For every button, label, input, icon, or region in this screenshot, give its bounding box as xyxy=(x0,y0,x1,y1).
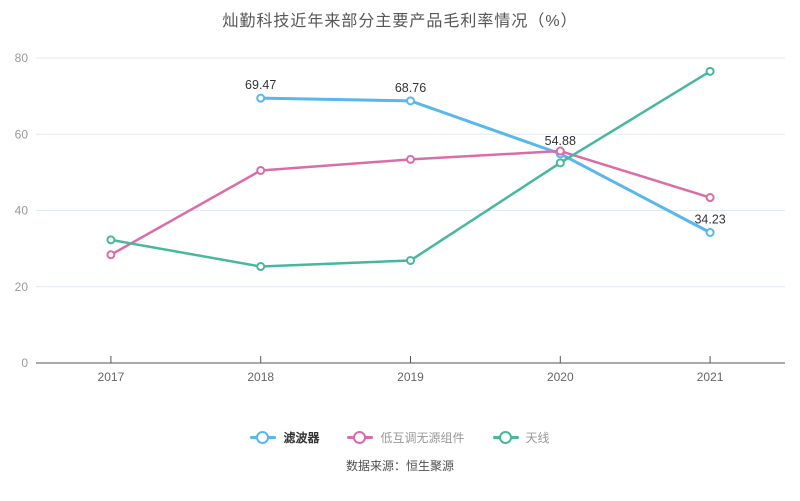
line-chart-svg: 0 20 40 60 80 2017 2018 2019 2020 2021 69.47 68.76 5… xyxy=(15,51,785,384)
svg-text:40: 40 xyxy=(15,204,29,218)
svg-text:80: 80 xyxy=(15,51,29,65)
line-series-icon xyxy=(347,430,374,445)
legend-item-passive-components[interactable]: 低互调无源组件 xyxy=(347,429,465,446)
svg-text:2018: 2018 xyxy=(247,370,274,384)
svg-text:0: 0 xyxy=(21,356,28,370)
svg-text:20: 20 xyxy=(15,280,29,294)
line-series-icon xyxy=(492,430,519,445)
legend-label: 滤波器 xyxy=(283,431,320,445)
svg-text:60: 60 xyxy=(15,127,29,141)
svg-text:54.88: 54.88 xyxy=(545,134,576,148)
legend-item-filter[interactable]: 滤波器 xyxy=(250,429,319,446)
svg-text:68.76: 68.76 xyxy=(395,81,426,95)
legend-label: 天线 xyxy=(525,431,550,445)
line-series-icon xyxy=(250,430,277,445)
chart-title: 灿勤科技近年来部分主要产品毛利率情况（%） xyxy=(222,13,578,30)
svg-text:2020: 2020 xyxy=(547,370,574,384)
svg-text:2021: 2021 xyxy=(697,370,724,384)
legend-item-antenna[interactable]: 天线 xyxy=(492,429,550,446)
legend: 滤波器 低互调无源组件 天线 xyxy=(0,429,800,446)
svg-text:34.23: 34.23 xyxy=(694,212,725,226)
svg-text:69.47: 69.47 xyxy=(245,78,276,92)
data-source: 数据来源：恒生聚源 xyxy=(345,459,454,473)
legend-label: 低互调无源组件 xyxy=(380,431,465,445)
svg-text:2019: 2019 xyxy=(397,370,424,384)
svg-text:2017: 2017 xyxy=(98,370,125,384)
